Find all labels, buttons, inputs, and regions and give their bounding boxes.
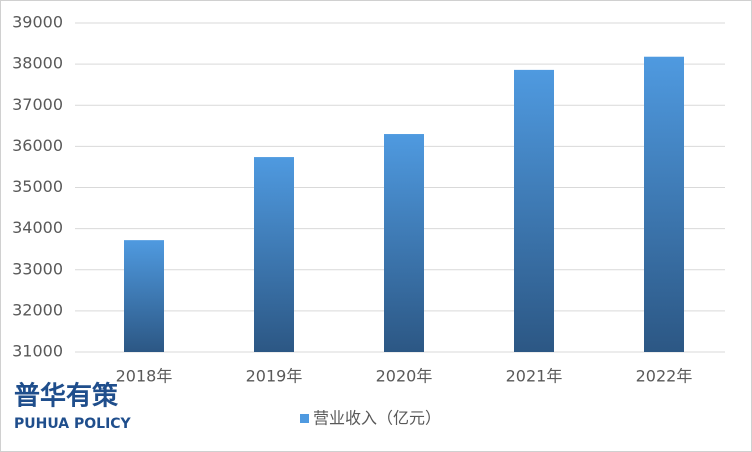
watermark-text: PUHUA POLICY [14,416,132,432]
y-tick-label: 35000 [12,177,63,196]
legend-swatch [300,414,309,423]
x-tick-label: 2021年 [506,367,563,386]
x-tick-label: 2018年 [116,367,173,386]
y-tick-label: 31000 [12,342,63,361]
bar [254,157,294,352]
bar [514,69,554,352]
bar [644,56,684,352]
bar [124,240,164,352]
bar [384,134,424,352]
x-tick-label: 2022年 [636,367,693,386]
y-tick-label: 37000 [12,95,63,114]
y-tick-label: 33000 [12,259,63,278]
y-tick-label: 32000 [12,300,63,319]
legend-label: 营业收入（亿元） [313,409,441,428]
y-tick-label: 38000 [12,54,63,73]
x-tick-label: 2020年 [376,367,433,386]
watermark-logo: 普华有策 [14,381,118,412]
y-tick-label: 34000 [12,218,63,237]
x-tick-label: 2019年 [246,367,303,386]
y-tick-label: 36000 [12,136,63,155]
y-tick-label: 39000 [12,13,63,32]
